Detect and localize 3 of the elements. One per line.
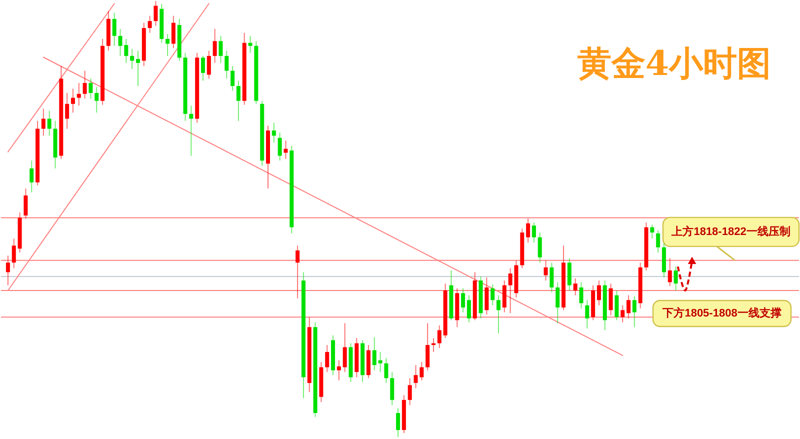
text: 黄金4小时图	[577, 44, 771, 84]
annotation: 下方1805-1808一线支撑	[662, 306, 782, 320]
annotation: 上方1818-1822一线压制	[670, 224, 790, 238]
